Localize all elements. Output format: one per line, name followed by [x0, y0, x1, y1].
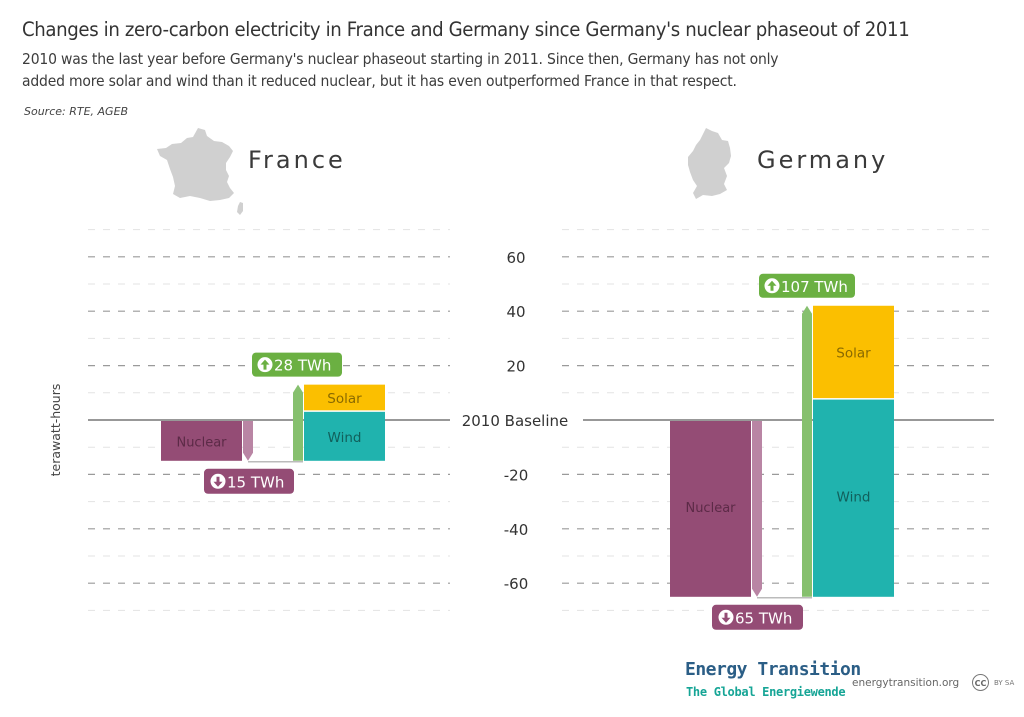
germany-panel-title: Germany — [757, 146, 889, 174]
wind-bar — [813, 399, 894, 597]
france-map-icon — [157, 128, 234, 201]
france-panel-title: France — [248, 146, 346, 174]
solar-bar — [813, 305, 894, 399]
subtitle-line-2: added more solar and wind than it reduce… — [22, 72, 737, 90]
solar-bar-label: Solar — [836, 346, 871, 362]
arrow-down-glyph — [213, 476, 223, 487]
wind-bar-label: Wind — [837, 490, 871, 506]
chart-title: Changes in zero-carbon electricity in Fr… — [22, 18, 910, 41]
decrease-badge-label: 15 TWh — [227, 473, 284, 491]
wind-bar — [304, 411, 385, 461]
increase-badge — [759, 273, 855, 298]
license-text: BY SA — [994, 679, 1015, 687]
footer-url-link[interactable]: energytransition.org — [852, 677, 960, 689]
arrow-up-glyph — [260, 359, 270, 370]
source-note: Source: RTE, AGEB — [24, 105, 129, 118]
cc-license-icon: CC — [972, 674, 989, 691]
y-tick-label: -60 — [504, 575, 529, 593]
y-tick-label: 60 — [506, 249, 525, 267]
increase-badge — [252, 352, 342, 377]
decrease-badge-label: 65 TWh — [735, 609, 792, 627]
nuclear-bar-label: Nuclear — [176, 435, 227, 450]
brand-logo-title: Energy Transition — [685, 659, 861, 680]
baseline-label: 2010 Baseline — [462, 412, 569, 430]
solar-bar-label: Solar — [327, 391, 362, 407]
nuclear-decrease-arrow — [243, 421, 253, 461]
corsica-map-icon — [237, 202, 243, 215]
panel-germany: Nuclear Wind Solar 107 TWh 65 TWh — [670, 273, 894, 630]
germany-map-icon — [688, 128, 731, 199]
y-tick-label: 40 — [506, 303, 525, 321]
nuclear-decrease-arrow — [752, 421, 762, 597]
renewable-increase-arrow — [293, 384, 303, 461]
y-tick-label: 20 — [506, 358, 525, 376]
brand-logo-subtitle: The Global Energiewende — [686, 685, 846, 699]
decrease-badge — [712, 604, 803, 630]
arrow-down-glyph — [721, 612, 731, 623]
y-axis-label: terawatt-hours — [48, 384, 63, 477]
renewable-increase-arrow — [802, 305, 812, 597]
y-tick-label: -20 — [504, 466, 529, 484]
solar-bar — [304, 384, 385, 411]
arrow-up-glyph — [767, 280, 777, 291]
increase-badge-label: 28 TWh — [274, 357, 331, 375]
panel-france: Nuclear Wind Solar 28 TWh 15 TWh — [161, 352, 385, 494]
decrease-badge — [204, 468, 294, 494]
chart-subtitle: 2010 was the last year before Germany's … — [22, 48, 952, 92]
increase-badge-label: 107 TWh — [781, 278, 848, 296]
wind-bar-label: Wind — [328, 430, 362, 446]
y-tick-label: -40 — [504, 521, 529, 539]
nuclear-bar — [161, 421, 242, 461]
nuclear-bar-label: Nuclear — [685, 501, 736, 516]
subtitle-line-1: 2010 was the last year before Germany's … — [22, 50, 779, 68]
nuclear-bar — [670, 421, 751, 597]
